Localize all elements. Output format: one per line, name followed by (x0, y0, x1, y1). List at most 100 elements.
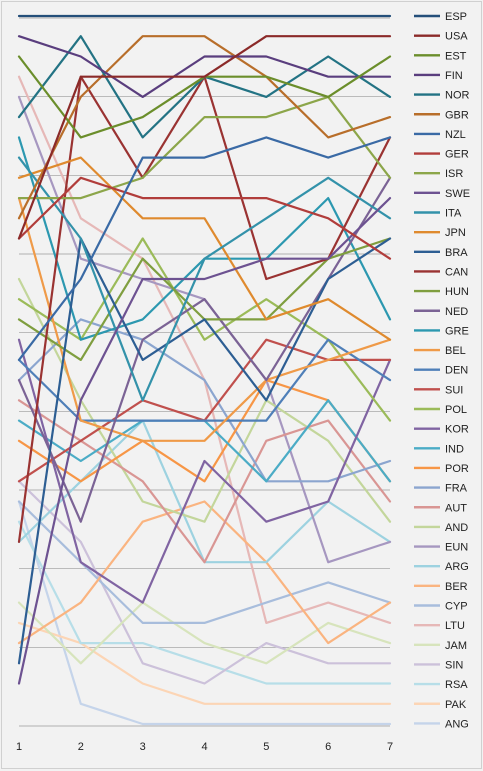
legend-entry-por: POR (414, 463, 469, 475)
legend-label: FIN (445, 70, 463, 82)
legend-entry-ind: IND (414, 443, 464, 455)
legend-label: ITA (445, 208, 462, 220)
legend-entry-est: EST (414, 50, 467, 62)
x-tick-label: 7 (387, 741, 393, 753)
series-line-fin (17, 35, 392, 99)
series-line-sin (17, 480, 392, 685)
legend-entry-arg: ARG (414, 561, 469, 573)
legend-entry-cyp: CYP (414, 601, 468, 613)
legend-entry-hun: HUN (414, 286, 469, 298)
legend-label: SWE (445, 188, 470, 200)
legend-entry-nzl: NZL (414, 129, 466, 141)
legend-label: EUN (445, 542, 468, 554)
legend-entry-den: DEN (414, 365, 468, 377)
series-line-jam (17, 601, 392, 665)
legend-label: ANG (445, 718, 469, 730)
x-tick-label: 2 (78, 741, 84, 753)
legend-entry-ber: BER (414, 581, 468, 593)
legend-entry-pol: POL (414, 404, 467, 416)
series-line-jpn (17, 156, 392, 341)
series-line-ita (17, 156, 392, 402)
x-axis: 1 2 3 4 5 6 7 (16, 741, 393, 753)
legend-label: GRE (445, 325, 469, 337)
legend-entry-gre: GRE (414, 325, 469, 337)
legend-entry-ita: ITA (414, 208, 462, 220)
legend-label: IND (445, 443, 464, 455)
series-lines (17, 14, 392, 726)
legend-entry-gbr: GBR (414, 109, 469, 121)
legend-entry-eun: EUN (414, 542, 468, 554)
legend-entry-fin: FIN (414, 70, 463, 82)
legend-label: JPN (445, 227, 466, 239)
series-line-fra (17, 318, 392, 483)
legend-label: USA (445, 31, 468, 43)
legend-label: ARG (445, 561, 469, 573)
legend-label: KOR (445, 424, 469, 436)
legend-entry-isr: ISR (414, 168, 463, 180)
legend-label: AND (445, 522, 468, 534)
legend-label: HUN (445, 286, 469, 298)
legend-label: JAM (445, 640, 467, 652)
legend-label: SUI (445, 384, 463, 396)
legend-entry-nor: NOR (414, 90, 470, 102)
legend-entry-ned: NED (414, 306, 468, 318)
series-line-can (17, 75, 392, 544)
legend-entry-can: CAN (414, 266, 468, 278)
series-line-gbr (17, 35, 392, 220)
legend-label: PAK (445, 699, 467, 711)
legend-label: DEN (445, 365, 468, 377)
legend-entry-esp: ESP (414, 11, 467, 23)
legend-entry-swe: SWE (414, 188, 470, 200)
legend-entry-and: AND (414, 522, 468, 534)
legend-label: NED (445, 306, 468, 318)
x-tick-label: 3 (140, 741, 146, 753)
legend-entry-jpn: JPN (414, 227, 466, 239)
legend-entry-bel: BEL (414, 345, 466, 357)
series-line-ber (17, 500, 392, 645)
series-line-ang (17, 500, 392, 726)
legend-label: BER (445, 581, 468, 593)
legend-label: BRA (445, 247, 468, 259)
series-line-gre (17, 136, 392, 341)
legend-entry-bra: BRA (414, 247, 468, 259)
legend-entry-fra: FRA (414, 483, 468, 495)
legend-entry-rsa: RSA (414, 679, 468, 691)
legend-label: ESP (445, 11, 467, 23)
legend-label: LTU (445, 620, 465, 632)
legend-entry-aut: AUT (414, 502, 467, 514)
legend-label: POR (445, 463, 469, 475)
legend-entry-ang: ANG (414, 718, 469, 730)
legend-entry-ger: GER (414, 149, 469, 161)
series-line-kor (17, 338, 392, 604)
legend-entry-jam: JAM (414, 640, 467, 652)
legend-label: SIN (445, 659, 463, 671)
series-line-ger (17, 176, 392, 260)
series-line-eun (17, 95, 392, 564)
x-tick-label: 1 (16, 741, 22, 753)
legend-entry-kor: KOR (414, 424, 469, 436)
series-line-rsa (17, 520, 392, 685)
x-tick-label: 4 (201, 741, 207, 753)
legend-label: CAN (445, 266, 468, 278)
series-line-nzl (17, 136, 392, 361)
series-line-pol (17, 237, 392, 422)
legend-entry-sui: SUI (414, 384, 463, 396)
legend-entry-usa: USA (414, 31, 468, 43)
legend-entry-pak: PAK (414, 699, 467, 711)
legend-label: ISR (445, 168, 463, 180)
series-line-bel (17, 197, 392, 442)
series-line-swe (17, 197, 392, 685)
legend-label: POL (445, 404, 467, 416)
legend-label: CYP (445, 601, 468, 613)
legend-label: FRA (445, 483, 468, 495)
series-line-usa (17, 35, 392, 240)
legend-label: GBR (445, 109, 469, 121)
legend-label: NOR (445, 90, 470, 102)
legend-label: BEL (445, 345, 466, 357)
legend-label: NZL (445, 129, 466, 141)
x-tick-label: 5 (263, 741, 269, 753)
x-tick-label: 6 (325, 741, 331, 753)
legend-entry-sin: SIN (414, 659, 463, 671)
legend-entry-ltu: LTU (414, 620, 465, 632)
